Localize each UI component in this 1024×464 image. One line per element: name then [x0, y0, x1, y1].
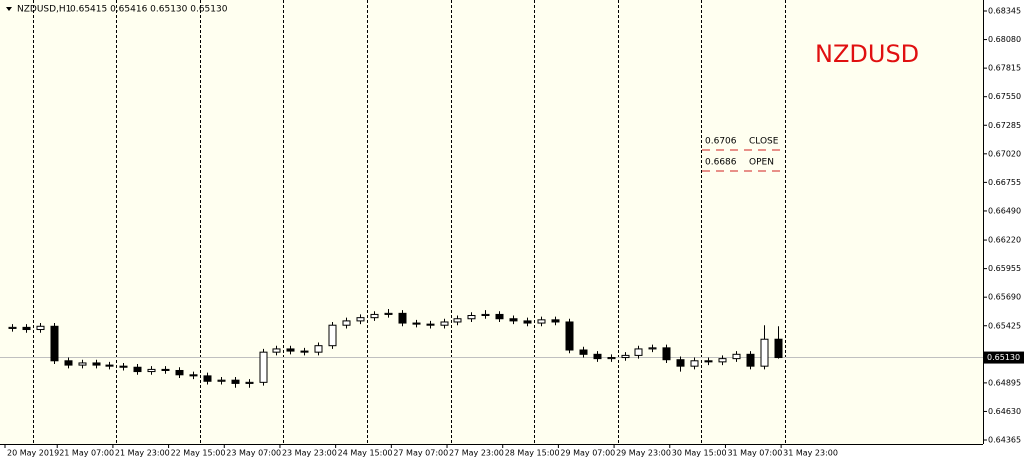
candle-body: [565, 321, 574, 351]
x-tick-label: 24 May 15:00: [338, 449, 393, 458]
candle-body: [732, 353, 741, 360]
candle-body: [537, 319, 546, 324]
candle-body: [22, 326, 31, 331]
candle-body: [648, 347, 657, 350]
y-tick-label: 0.67815: [988, 64, 1021, 73]
candle-body: [551, 319, 560, 323]
candle-body: [78, 362, 87, 366]
y-tick-label: 0.68080: [988, 35, 1021, 44]
x-tick-label: 30 May 15:00: [672, 449, 727, 458]
candle-body: [203, 375, 212, 382]
candle-body: [412, 322, 421, 325]
quote: 0.65415 0.65416 0.65130 0.65130: [70, 5, 228, 15]
candle-body: [8, 326, 17, 329]
x-tick-label: 29 May 07:00: [560, 449, 615, 458]
candle-body: [398, 312, 407, 324]
candle-body: [105, 364, 114, 367]
x-tick-label: 28 May 15:00: [505, 449, 560, 458]
candle-body: [453, 318, 462, 323]
candle-body: [607, 357, 616, 360]
candle-body: [356, 317, 365, 322]
last-price-label: 0.65130: [987, 353, 1020, 362]
level-name: CLOSE: [749, 137, 779, 147]
candle-body: [662, 347, 671, 361]
y-tick-label: 0.64895: [988, 378, 1021, 387]
x-tick-label: 29 May 23:00: [616, 449, 671, 458]
candle-body: [704, 360, 713, 363]
candle-body: [774, 338, 783, 359]
candle-body: [593, 353, 602, 360]
candle-body: [760, 338, 769, 367]
y-tick-label: 0.65955: [988, 264, 1021, 273]
candle-body: [36, 325, 45, 331]
x-tick-label: 31 May 23:00: [783, 449, 838, 458]
candle-body: [133, 366, 142, 373]
level-price: 0.6706: [705, 137, 737, 147]
candle-body: [579, 349, 588, 355]
symbol-label: NZDUSD: [815, 40, 919, 68]
level-price: 0.6686: [705, 158, 737, 168]
candle-body: [245, 381, 254, 384]
candle-body: [217, 379, 226, 382]
candle-body: [509, 318, 518, 322]
candle-body: [259, 351, 268, 383]
y-tick-label: 0.68345: [988, 6, 1021, 15]
last-price-box: [984, 351, 1024, 364]
candle-body: [50, 325, 59, 362]
y-tick-label: 0.67550: [988, 92, 1021, 101]
candle-body: [523, 320, 532, 324]
candle-body: [718, 358, 727, 363]
candle-body: [175, 369, 184, 376]
y-tick-label: 0.67020: [988, 149, 1021, 158]
candle-body: [231, 379, 240, 384]
candle-body: [286, 348, 295, 352]
candle-body: [147, 368, 156, 373]
y-tick-label: 0.64365: [988, 436, 1021, 445]
y-tick-label: 0.64630: [988, 407, 1021, 416]
level-name: OPEN: [749, 158, 774, 168]
candle-body: [328, 324, 337, 347]
candle-body: [481, 313, 490, 317]
candle-body: [621, 354, 630, 359]
y-tick-label: 0.66220: [988, 236, 1021, 245]
y-tick-label: 0.66490: [988, 206, 1021, 215]
candle-body: [676, 359, 685, 367]
candle-body: [384, 312, 393, 315]
candle-body: [342, 320, 351, 326]
y-tick-label: 0.66755: [988, 178, 1021, 187]
x-tick-label: 23 May 07:00: [226, 449, 281, 458]
x-tick-label: 20 May 2019: [7, 449, 59, 458]
chart-title: NZDUSD,H1: [17, 5, 71, 15]
candle-body: [690, 360, 699, 367]
candle-body: [272, 348, 281, 353]
x-tick-label: 31 May 07:00: [727, 449, 782, 458]
candle-body: [634, 348, 643, 356]
y-tick-label: 0.65425: [988, 321, 1021, 330]
x-tick-label: 21 May 07:00: [59, 449, 114, 458]
candle-body: [495, 313, 504, 320]
candle-body: [161, 368, 170, 371]
candle-body: [314, 345, 323, 353]
candle-body: [370, 313, 379, 319]
x-tick-label: 21 May 23:00: [115, 449, 170, 458]
candle-body: [426, 323, 435, 326]
candle-body: [746, 353, 755, 367]
candle-body: [440, 321, 449, 326]
candle-body: [189, 374, 198, 377]
candle-body: [92, 362, 101, 366]
x-tick-label: 23 May 23:00: [282, 449, 337, 458]
y-tick-label: 0.65690: [988, 293, 1021, 302]
candle-body: [467, 315, 476, 320]
x-tick-label: 22 May 15:00: [171, 449, 226, 458]
candle-body: [64, 360, 73, 366]
candle-body: [119, 365, 128, 368]
candle-body: [300, 350, 309, 353]
y-tick-label: 0.67285: [988, 121, 1021, 130]
x-tick-label: 27 May 07:00: [393, 449, 448, 458]
menu-arrow[interactable]: [6, 7, 12, 11]
x-tick-label: 27 May 23:00: [449, 449, 504, 458]
